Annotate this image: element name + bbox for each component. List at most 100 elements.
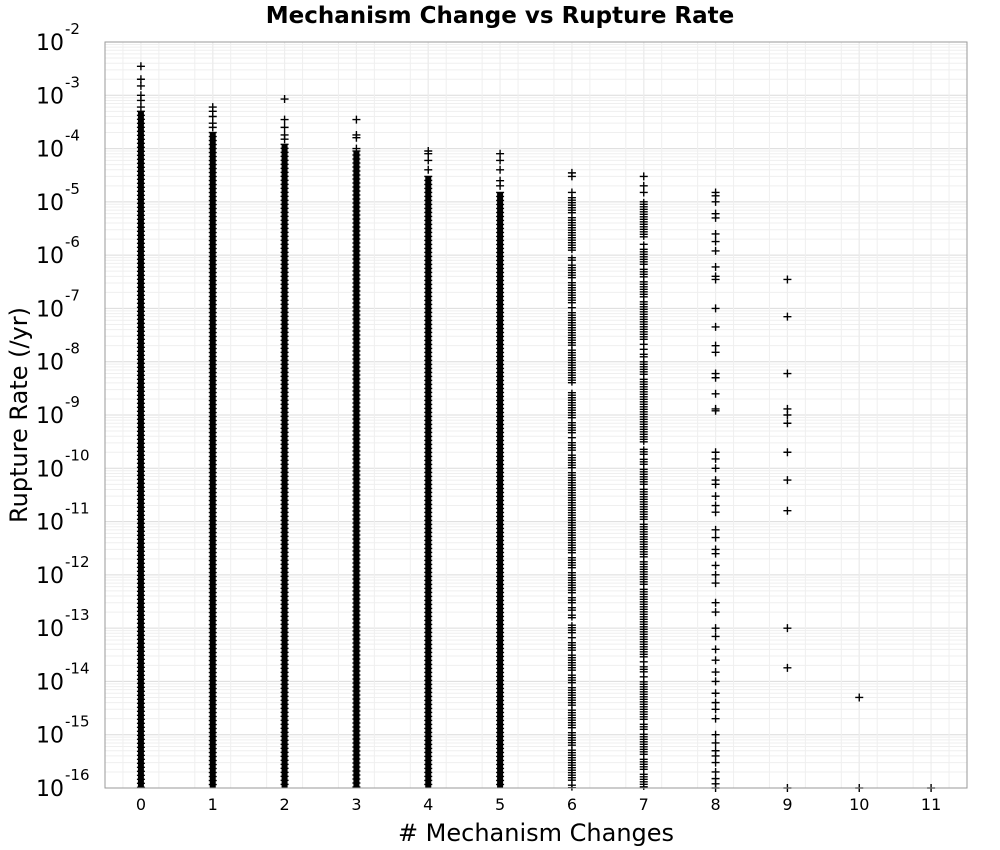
data-point (639, 346, 648, 353)
data-point (352, 115, 361, 124)
data-point (639, 353, 648, 360)
x-tick-label: 2 (279, 795, 289, 814)
data-point (711, 730, 720, 739)
data-point (711, 570, 720, 579)
data-point (783, 624, 792, 633)
data-point (711, 689, 720, 698)
data-point (496, 181, 505, 190)
data-point (496, 165, 505, 174)
data-point (711, 549, 720, 558)
data-point (711, 508, 720, 517)
x-tick-label: 1 (208, 795, 218, 814)
data-point (136, 62, 145, 71)
data-point (711, 758, 720, 767)
data-point (567, 614, 576, 621)
data-point (711, 738, 720, 747)
data-point (639, 172, 648, 181)
data-point (711, 246, 720, 255)
data-point (711, 714, 720, 723)
data-point (711, 624, 720, 633)
y-tick-label: 10-12 (36, 553, 90, 589)
data-point (711, 668, 720, 677)
x-axis-ticks: 0 1 2 3 4 5 6 7 8 9 10 11 (136, 795, 941, 814)
data-point (711, 480, 720, 489)
y-tick-label: 10-5 (36, 180, 80, 216)
chart-title: Mechanism Change vs Rupture Rate (266, 3, 735, 29)
data-point (639, 371, 648, 378)
data-point (567, 379, 576, 386)
data-point (639, 716, 648, 723)
data-point (639, 668, 648, 675)
data-point (639, 481, 648, 488)
data-point (711, 348, 720, 357)
x-tick-label: 9 (782, 795, 792, 814)
data-point (711, 677, 720, 686)
x-tick-label: 8 (710, 795, 720, 814)
data-point (711, 533, 720, 542)
data-point (136, 81, 145, 90)
data-point (711, 579, 720, 588)
data-point (352, 133, 361, 142)
data-point (711, 492, 720, 501)
data-point (639, 658, 648, 665)
y-axis-ticks: 10-2 10-3 10-4 10-5 10-6 10-7 10-8 10-9 10-10 10-… (36, 20, 90, 802)
data-point (567, 188, 576, 197)
data-point (711, 304, 720, 313)
data-point (639, 336, 648, 343)
data-point (639, 188, 648, 197)
data-point (783, 369, 792, 378)
data-point (711, 373, 720, 382)
data-point (639, 553, 648, 560)
data-point (639, 673, 648, 680)
y-tick-label: 10-3 (36, 73, 80, 109)
data-point (424, 165, 433, 174)
data-point (639, 233, 648, 240)
y-tick-label: 10-6 (36, 233, 80, 269)
data-point (711, 705, 720, 714)
y-tick-label: 10-2 (36, 20, 80, 56)
y-tick-label: 10-13 (36, 606, 90, 642)
data-point (711, 237, 720, 246)
data-point (639, 241, 648, 248)
data-point (783, 312, 792, 321)
data-point (496, 156, 505, 165)
data-point (711, 632, 720, 641)
x-tick-label: 7 (639, 795, 649, 814)
data-point (711, 454, 720, 463)
x-tick-label: 6 (567, 795, 577, 814)
data-point (711, 197, 720, 206)
data-point (639, 726, 648, 733)
data-point (783, 419, 792, 428)
data-point (711, 525, 720, 534)
y-tick-label: 10-10 (36, 446, 90, 482)
plot-frame (104, 41, 968, 789)
data-point (424, 156, 433, 165)
data-point-stack (281, 144, 288, 789)
data-point (639, 293, 648, 300)
data-point (783, 275, 792, 284)
data-point (711, 598, 720, 607)
data-points (136, 62, 936, 792)
data-point (711, 656, 720, 665)
x-tick-label: 5 (495, 795, 505, 814)
data-point (783, 476, 792, 485)
data-point (567, 172, 576, 181)
data-point (280, 135, 289, 144)
data-point (639, 581, 648, 588)
data-point (783, 411, 792, 419)
x-tick-label: 3 (351, 795, 361, 814)
y-tick-label: 10-9 (36, 393, 80, 429)
data-point (280, 123, 289, 132)
x-tick-label: 10 (849, 795, 869, 814)
data-point (783, 506, 792, 515)
data-point (352, 144, 361, 153)
data-point (711, 389, 720, 398)
data-point (280, 115, 289, 124)
data-point (711, 229, 720, 238)
y-tick-label: 10-11 (36, 500, 90, 536)
data-point (208, 123, 217, 132)
data-point (711, 645, 720, 654)
data-point-stack (497, 192, 504, 788)
data-point (136, 103, 145, 112)
data-point (711, 608, 720, 617)
